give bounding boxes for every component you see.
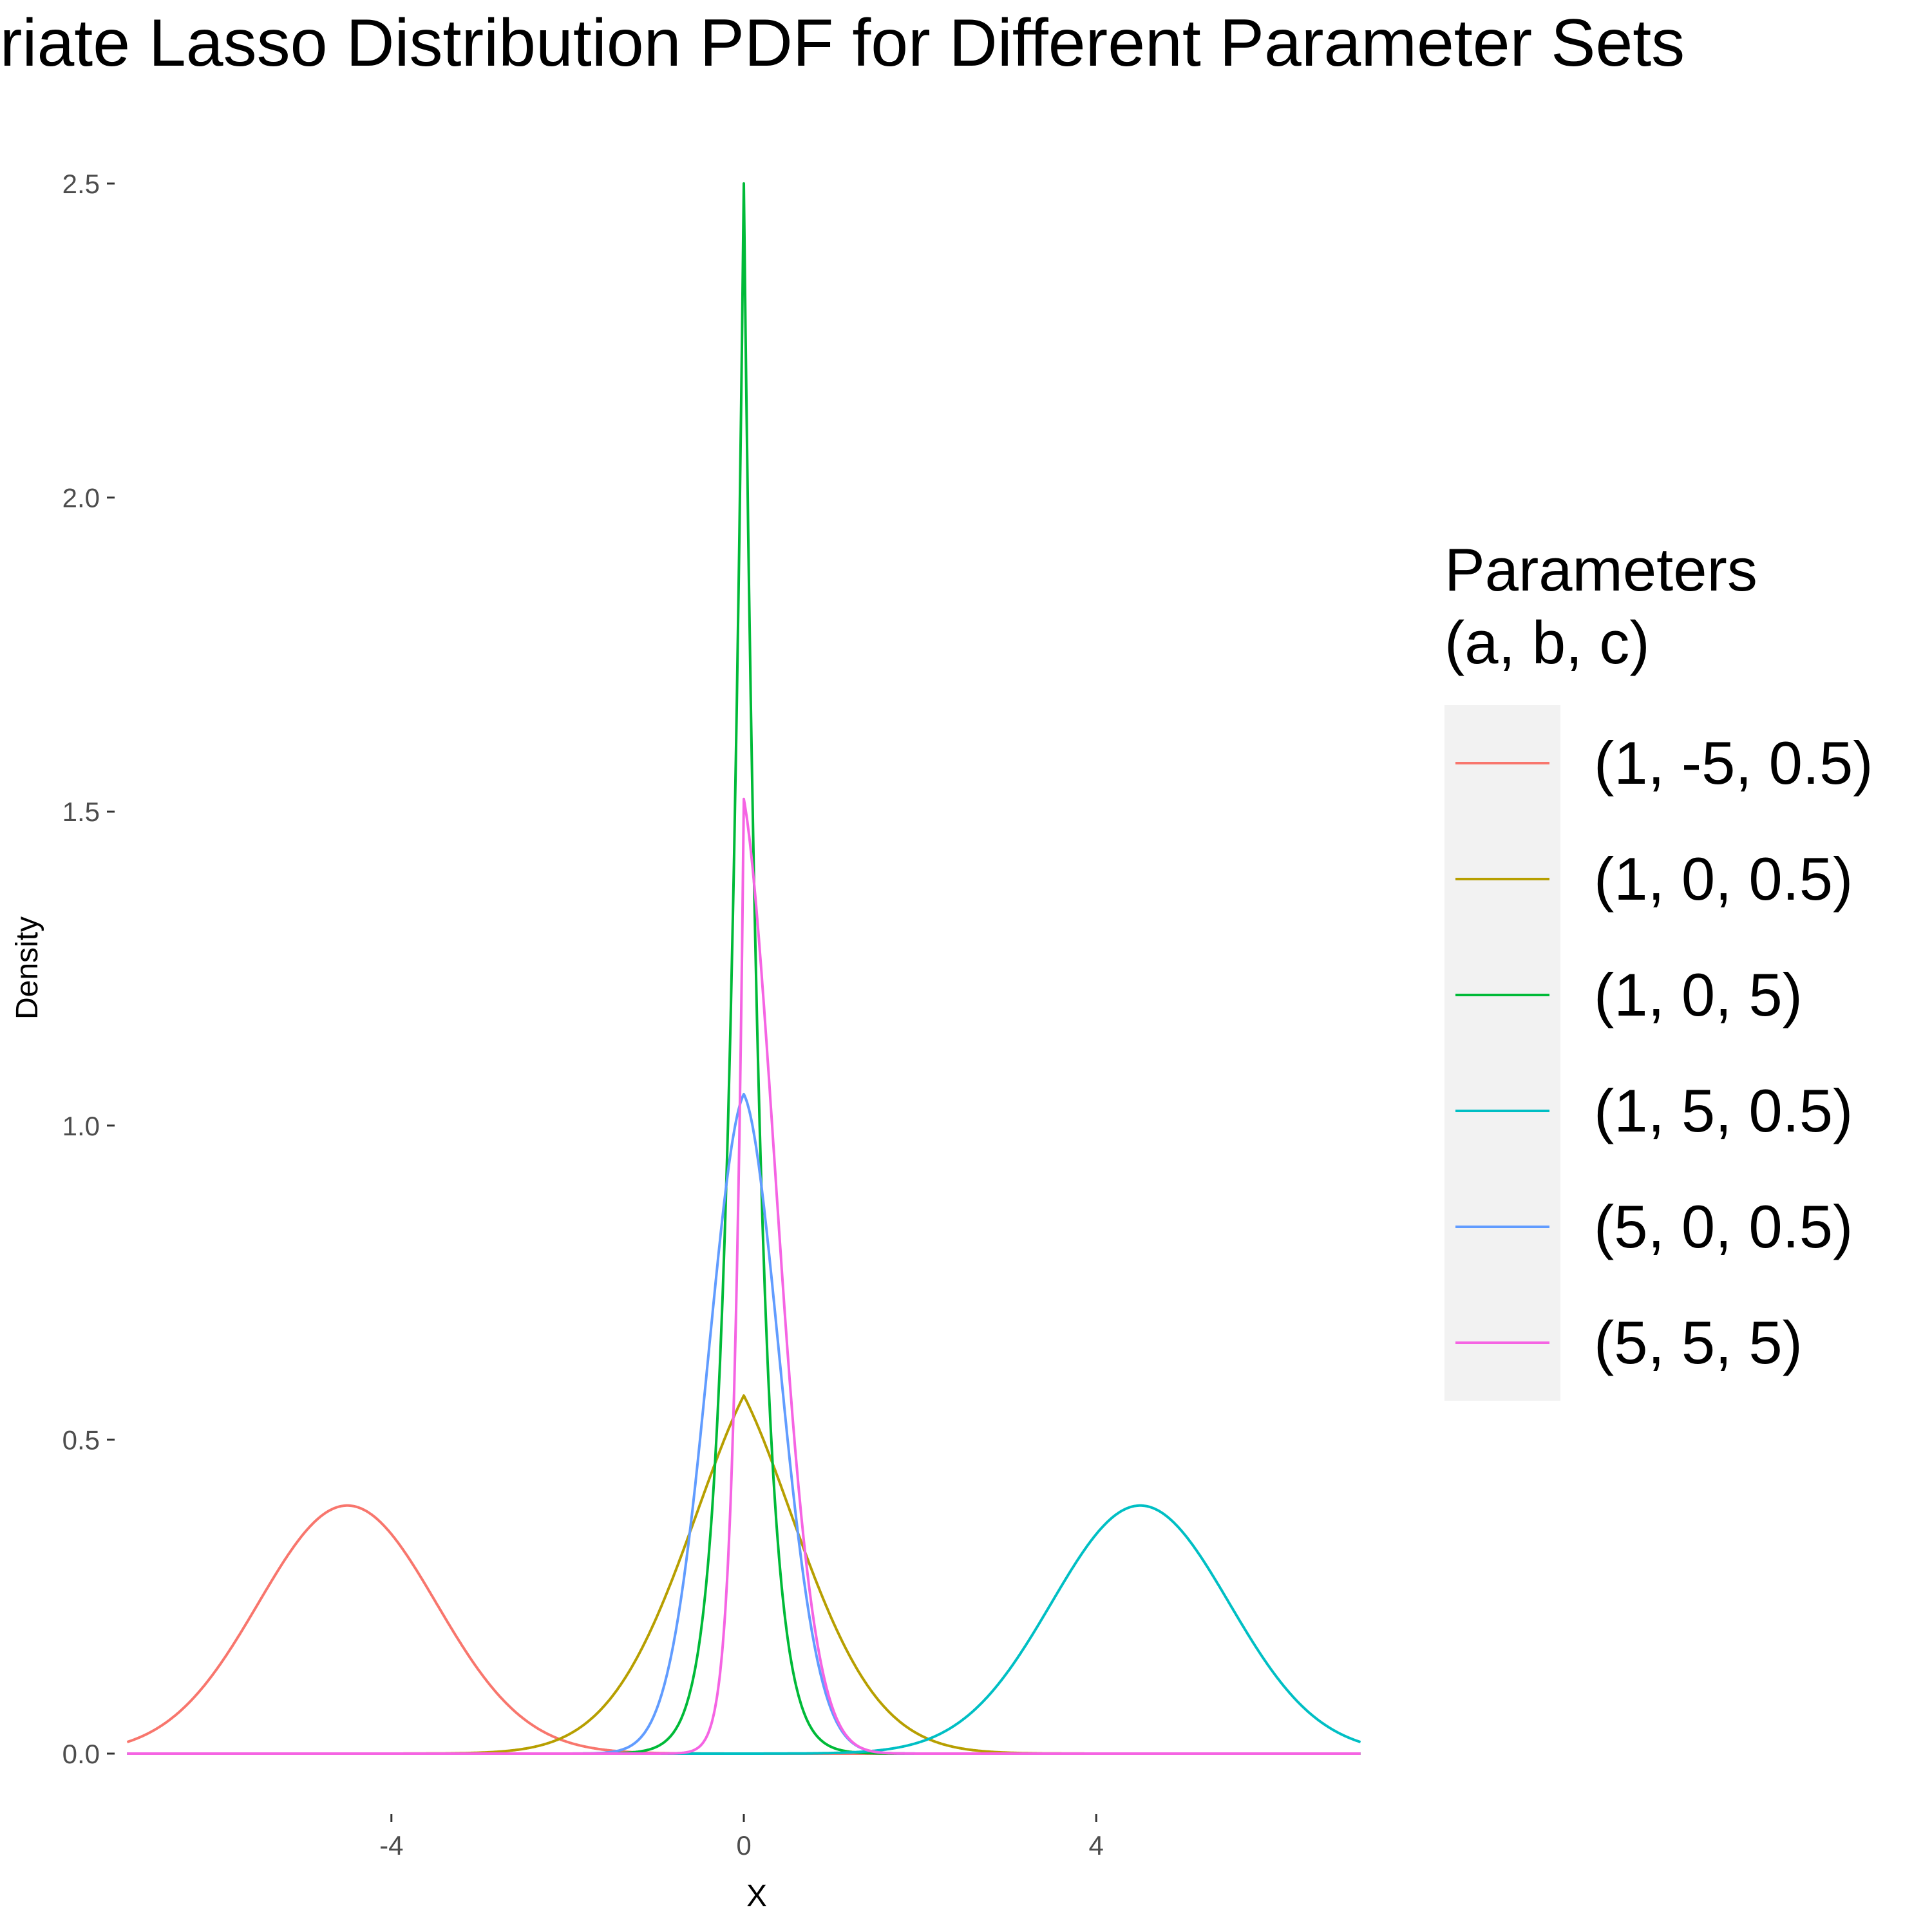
legend-title-line1: Parameters: [1444, 536, 1757, 603]
y-tick-label: 2.5: [62, 169, 100, 199]
legend-label: (5, 0, 0.5): [1594, 1193, 1853, 1260]
legend-label: (5, 5, 5): [1594, 1309, 1803, 1376]
x-tick-label: 0: [736, 1830, 751, 1861]
series-line: [126, 1504, 1361, 1755]
x-axis-title: X: [746, 1879, 767, 1913]
chart-title: Univariate Lasso Distribution PDF for Di…: [0, 6, 1685, 80]
series-line: [126, 797, 1361, 1755]
legend-items: (1, -5, 0.5) (1, 0, 0.5) (1, 0, 5) (1, 5, 0…: [1455, 729, 1873, 1376]
legend-title-line2: (a, b, c): [1444, 609, 1650, 676]
legend-label: (1, -5, 0.5): [1594, 729, 1873, 797]
series-line: [126, 1093, 1361, 1755]
y-tick-label: 1.0: [62, 1111, 100, 1141]
x-axis: -4 0 4: [379, 1814, 1104, 1861]
y-tick-label: 2.0: [62, 483, 100, 513]
legend-label: (1, 5, 0.5): [1594, 1077, 1853, 1144]
y-axis: 0.0 0.5 1.0 1.5 2.0 2.5: [62, 169, 115, 1769]
series-lines: [126, 182, 1361, 1755]
series-line: [126, 182, 1361, 1755]
series-line: [126, 1504, 1361, 1755]
x-tick-label: -4: [379, 1830, 403, 1861]
y-tick-label: 1.5: [62, 797, 100, 827]
legend-key-background: [1444, 705, 1560, 1401]
y-tick-label: 0.0: [62, 1739, 100, 1769]
y-axis-title: Density: [10, 916, 44, 1019]
legend-label: (1, 0, 0.5): [1594, 845, 1853, 913]
legend-label: (1, 0, 5): [1594, 961, 1803, 1028]
legend: Parameters (a, b, c) (1, -5, 0.5) (1, 0, …: [1444, 536, 1873, 1401]
series-line: [126, 1394, 1361, 1755]
y-tick-label: 0.5: [62, 1425, 100, 1455]
x-tick-label: 4: [1089, 1830, 1104, 1861]
